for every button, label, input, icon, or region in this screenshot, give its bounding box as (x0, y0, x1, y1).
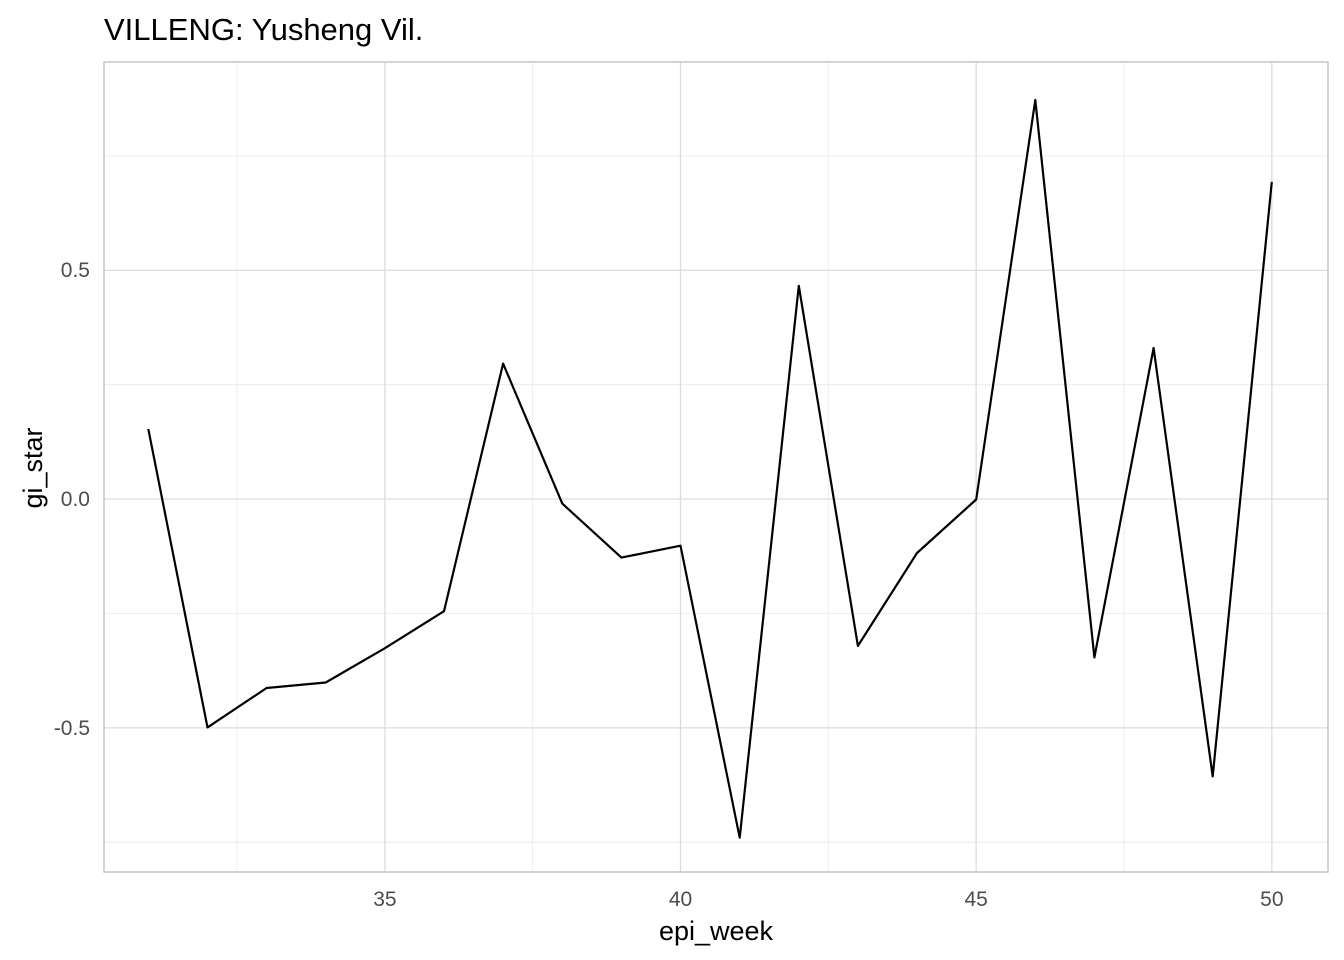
series-layer (147, 98, 1273, 839)
x-tick-label: 50 (1260, 888, 1283, 911)
plot-panel-border (103, 61, 1329, 873)
x-axis-title: epi_week (659, 916, 774, 946)
y-axis-ticks: -0.5 0.0 0.5 (54, 259, 90, 740)
series-line (147, 98, 1273, 839)
y-tick-label: 0.5 (61, 259, 90, 282)
chart-title: VILLENG: Yusheng Vil. (104, 12, 423, 47)
x-axis-ticks: 35 40 45 50 (373, 888, 1283, 911)
minor-gridlines (104, 62, 1328, 872)
x-tick-label: 40 (669, 888, 692, 911)
y-axis-title: gi_star (18, 427, 48, 508)
y-tick-label: 0.0 (61, 488, 90, 511)
y-tick-label: -0.5 (54, 717, 90, 740)
x-tick-label: 35 (373, 888, 396, 911)
x-tick-label: 45 (964, 888, 987, 911)
